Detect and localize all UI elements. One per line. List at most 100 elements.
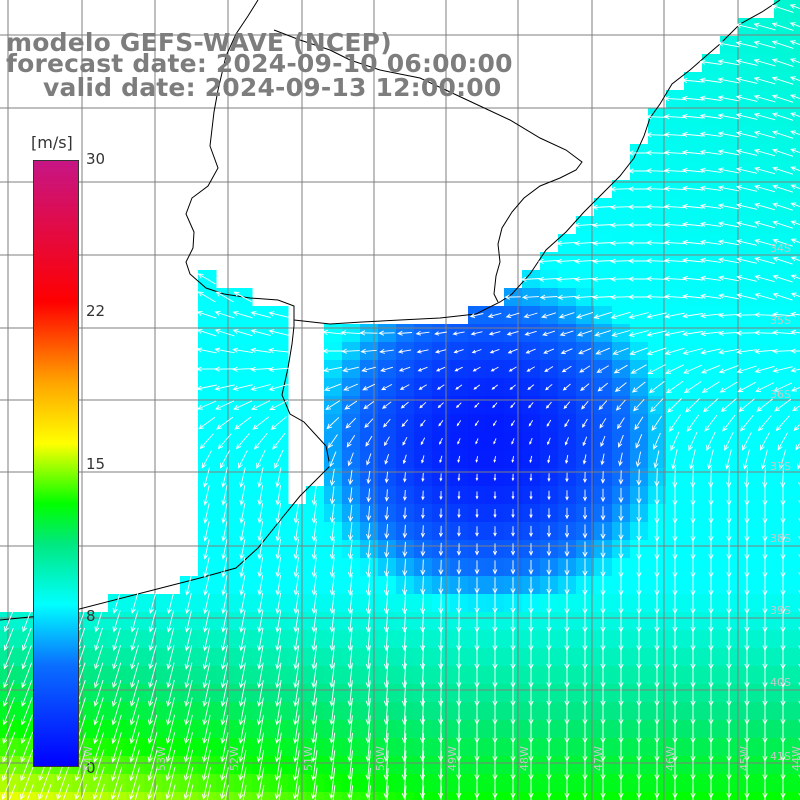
wind-arrow [699,59,722,65]
wind-arrow [717,131,740,138]
wind-arrow [617,417,625,430]
wind-arrow [21,645,32,670]
wind-arrow [453,349,464,354]
wind-arrow [574,294,595,300]
wind-cell [792,36,800,55]
wind-arrow [681,239,704,245]
wind-cell [792,756,800,775]
wind-arrow [645,114,668,120]
wind-arrow [383,575,390,596]
wind-arrow [664,294,685,300]
longitude-label: 46W [663,746,677,771]
wind-arrow [591,204,614,210]
wind-arrow [438,542,444,557]
wind-arrow [492,420,497,427]
wind-arrow [736,365,757,374]
wind-arrow [420,645,426,670]
wind-arrow [202,732,211,763]
wind-arrow [311,503,317,524]
wind-arrow [275,627,282,652]
wind-arrow [232,366,253,372]
wind-arrow [26,784,34,800]
wind-arrow [402,558,408,577]
wind-arrow [420,419,426,427]
wind-arrow [600,435,606,447]
wind-arrow [528,576,534,595]
wind-arrow [111,714,122,745]
wind-cell [792,216,800,235]
wind-arrow [275,503,282,524]
wind-arrow [343,383,359,391]
wind-arrow [292,750,300,781]
colorbar [33,160,79,767]
wind-arrow [538,276,559,282]
wind-arrow [361,366,376,373]
wind-arrow [202,749,211,782]
wind-arrow [274,750,282,781]
wind-arrow [577,330,593,337]
wind-arrow [275,557,282,578]
wind-arrow [668,414,681,433]
wind-arrow [197,273,216,285]
wind-arrow [439,455,443,464]
wind-arrow [347,522,354,541]
wind-arrow [681,185,704,191]
wind-arrow [722,414,736,432]
wind-arrow [148,592,157,615]
wind-arrow [311,592,317,615]
wind-arrow [438,680,444,707]
wind-arrow [21,662,33,689]
wind-cell [792,306,800,325]
wind-arrow [474,577,480,594]
wind-arrow [293,680,300,707]
wind-arrow [735,131,758,138]
wind-arrow [257,539,264,560]
wind-arrow [419,750,426,781]
wind-arrow [363,401,375,410]
wind-arrow [378,330,395,336]
wind-arrow [582,489,588,502]
wind-arrow [214,310,235,319]
wind-arrow [753,76,776,85]
wind-arrow [578,347,592,355]
wind-arrow [384,558,390,577]
wind-arrow [129,749,140,782]
wind-arrow [645,222,668,228]
wind-arrow [529,455,533,464]
wind-arrow [754,274,775,283]
wind-arrow [203,503,210,524]
wind-arrow [564,542,570,557]
wind-cell [180,792,199,800]
latitude-label: 38S [770,532,791,545]
wind-arrow [268,311,289,318]
wind-arrow [184,662,193,689]
wind-arrow [529,525,533,538]
wind-arrow [492,560,498,575]
wind-arrow [238,662,246,689]
wind-cell [270,792,289,800]
wind-arrow [257,485,264,506]
wind-arrow [595,347,610,355]
wind-arrow [720,398,737,413]
wind-arrow [664,330,685,337]
wind-arrow [456,576,462,595]
wind-arrow [790,311,800,317]
wind-arrow [93,679,104,707]
wind-arrow [681,275,704,281]
wind-arrow [560,348,573,354]
wind-cell [792,198,800,217]
wind-arrow [556,276,577,282]
wind-arrow [274,732,282,763]
wind-arrow [434,349,447,354]
wind-arrow [772,220,793,229]
wind-arrow [688,431,698,451]
wind-arrow [700,293,721,299]
wind-arrow [778,449,787,470]
wind-arrow [538,258,559,264]
wind-arrow [203,485,210,506]
wind-cell [792,234,800,253]
wind-arrow [196,400,217,410]
wind-arrow [201,767,211,800]
wind-arrow [736,257,757,264]
wind-arrow [701,381,720,393]
